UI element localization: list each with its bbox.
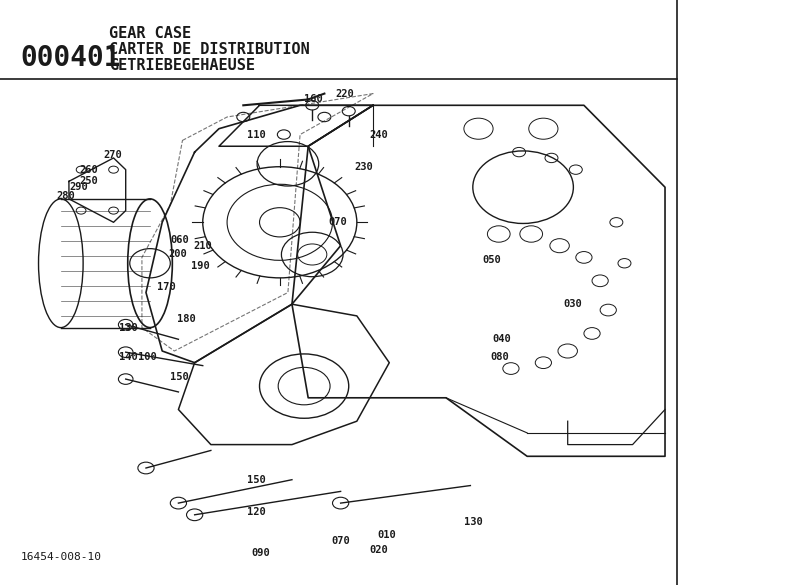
Text: 16454-008-10: 16454-008-10 [20, 552, 101, 562]
Text: 250: 250 [79, 176, 98, 187]
Text: 050: 050 [483, 255, 501, 266]
Text: 160: 160 [304, 94, 323, 105]
Text: 150: 150 [170, 372, 189, 383]
Text: 060: 060 [170, 235, 189, 245]
Text: 290: 290 [69, 182, 88, 192]
Text: GEAR CASE: GEAR CASE [109, 26, 191, 42]
Text: 100: 100 [138, 352, 157, 362]
Text: 070: 070 [328, 217, 347, 228]
Text: CARTER DE DISTRIBUTION: CARTER DE DISTRIBUTION [109, 42, 311, 57]
Text: GETRIEBEGEHAEUSE: GETRIEBEGEHAEUSE [109, 58, 255, 74]
Text: 200: 200 [169, 249, 187, 260]
Text: 260: 260 [79, 164, 98, 175]
Text: 180: 180 [177, 314, 195, 324]
Text: 090: 090 [251, 548, 270, 558]
Text: 150: 150 [247, 474, 266, 485]
Text: 020: 020 [369, 545, 388, 555]
Text: 110: 110 [247, 129, 266, 140]
Text: 000401: 000401 [20, 44, 121, 72]
Text: 070: 070 [331, 536, 350, 546]
Text: 170: 170 [157, 281, 175, 292]
Text: 130: 130 [464, 517, 483, 527]
Text: 230: 230 [354, 161, 373, 172]
Text: 240: 240 [369, 129, 388, 140]
Text: 040: 040 [492, 334, 511, 345]
Text: 220: 220 [335, 88, 354, 99]
Text: 010: 010 [377, 530, 396, 541]
Text: 190: 190 [191, 261, 209, 271]
Text: 280: 280 [57, 191, 75, 201]
Text: 080: 080 [491, 352, 509, 362]
Text: 270: 270 [104, 150, 122, 160]
Text: 140: 140 [119, 352, 138, 362]
Text: 130: 130 [119, 322, 138, 333]
Text: 030: 030 [564, 299, 582, 309]
Text: 120: 120 [247, 507, 266, 517]
Text: 210: 210 [193, 240, 212, 251]
